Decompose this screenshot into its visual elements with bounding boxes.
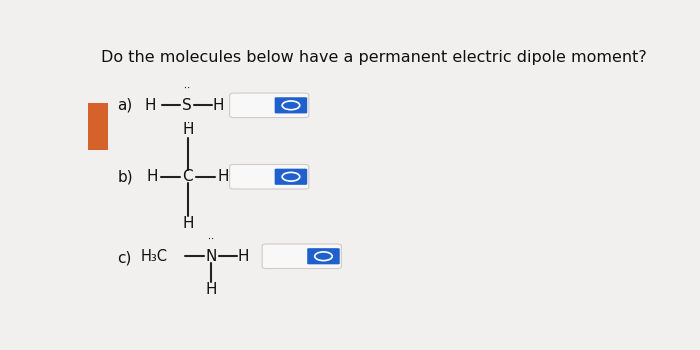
- FancyBboxPatch shape: [274, 97, 307, 113]
- Text: ⋅⋅: ⋅⋅: [183, 118, 190, 128]
- Text: H: H: [238, 249, 249, 264]
- Text: H₃C: H₃C: [141, 249, 168, 264]
- Text: b): b): [118, 169, 133, 184]
- FancyBboxPatch shape: [230, 164, 309, 189]
- Text: Do the molecules below have a permanent electric dipole moment?: Do the molecules below have a permanent …: [101, 50, 647, 65]
- FancyBboxPatch shape: [88, 103, 108, 150]
- Text: N: N: [206, 249, 217, 264]
- Text: c): c): [118, 250, 132, 265]
- Text: H: H: [218, 169, 229, 184]
- Text: ⋅⋅: ⋅⋅: [208, 234, 214, 244]
- FancyBboxPatch shape: [307, 248, 340, 264]
- Text: ⋅⋅: ⋅⋅: [183, 83, 190, 93]
- Text: H: H: [205, 282, 217, 298]
- FancyBboxPatch shape: [262, 244, 342, 268]
- Text: H: H: [213, 98, 224, 113]
- Text: H: H: [147, 169, 158, 184]
- FancyBboxPatch shape: [274, 169, 307, 185]
- Text: C: C: [183, 169, 193, 184]
- Text: H: H: [182, 122, 194, 137]
- Text: a): a): [118, 98, 132, 113]
- Text: S: S: [182, 98, 192, 113]
- Text: H: H: [144, 98, 155, 113]
- Text: H: H: [182, 216, 194, 231]
- FancyBboxPatch shape: [230, 93, 309, 118]
